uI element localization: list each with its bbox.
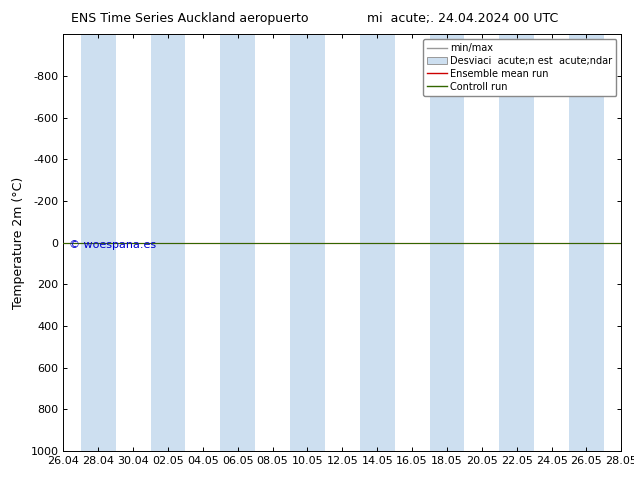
Y-axis label: Temperature 2m (°C): Temperature 2m (°C) — [12, 176, 25, 309]
Legend: min/max, Desviaci  acute;n est  acute;ndar, Ensemble mean run, Controll run: min/max, Desviaci acute;n est acute;ndar… — [424, 39, 616, 96]
Bar — [221, 34, 255, 451]
Text: mi  acute;. 24.04.2024 00 UTC: mi acute;. 24.04.2024 00 UTC — [367, 12, 559, 25]
Bar — [81, 34, 116, 451]
Bar — [290, 34, 325, 451]
Text: © woespana.es: © woespana.es — [69, 241, 156, 250]
Bar — [569, 34, 604, 451]
Bar — [500, 34, 534, 451]
Bar — [359, 34, 394, 451]
Bar — [150, 34, 185, 451]
Text: ENS Time Series Auckland aeropuerto: ENS Time Series Auckland aeropuerto — [72, 12, 309, 25]
Bar — [429, 34, 464, 451]
